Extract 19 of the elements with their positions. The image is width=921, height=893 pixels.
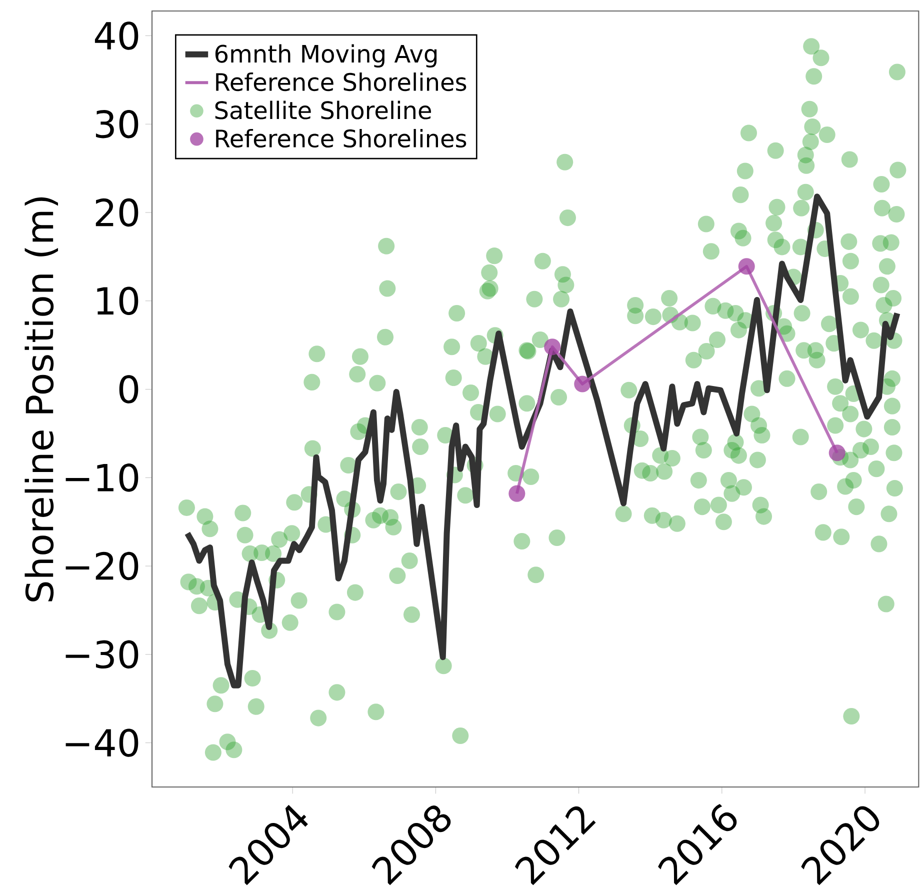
y-tick-label: −30 xyxy=(66,640,138,669)
y-tick-label: −20 xyxy=(66,552,138,580)
y-tick-label: 30 xyxy=(96,110,138,138)
y-axis-title: Shoreline Position (m) xyxy=(24,197,58,602)
legend-label: Satellite Shoreline xyxy=(215,100,431,120)
legend-label: Reference Shorelines xyxy=(216,72,466,92)
y-tick-label: −40 xyxy=(66,728,138,757)
point xyxy=(508,485,526,502)
y-tick-label: −10 xyxy=(66,464,138,492)
y-tick-label: 10 xyxy=(97,286,138,315)
point xyxy=(574,376,591,392)
legend-label: 6mnth Moving Avg xyxy=(215,44,437,68)
y-tick-label: 0 xyxy=(119,375,138,404)
point xyxy=(544,338,561,356)
legend-label: Reference Shorelines xyxy=(216,128,466,148)
y-tick-label: 40 xyxy=(94,22,138,50)
point xyxy=(828,444,846,462)
point xyxy=(738,258,755,275)
y-tick-label: 20 xyxy=(96,198,138,227)
